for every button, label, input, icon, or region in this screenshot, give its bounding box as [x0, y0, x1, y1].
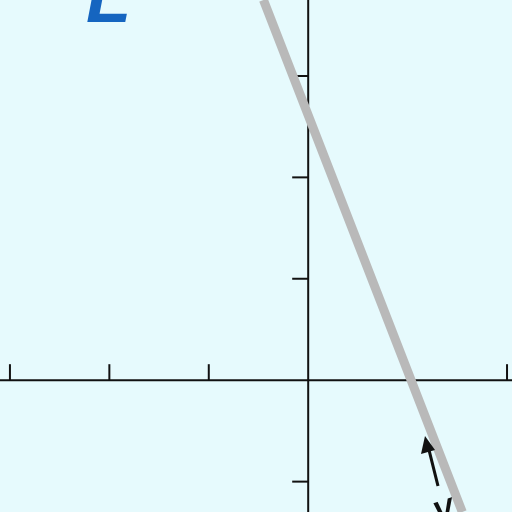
series-layer	[259, 0, 467, 512]
corner-label: L	[86, 0, 131, 38]
annotations: L V	[86, 0, 461, 512]
arrow-shaft	[426, 445, 440, 487]
arrow-head-icon	[421, 436, 435, 454]
series-line	[259, 0, 467, 512]
